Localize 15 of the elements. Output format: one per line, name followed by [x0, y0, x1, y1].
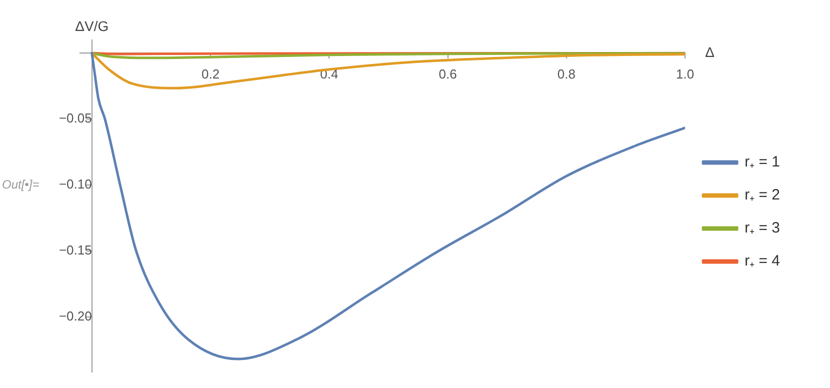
legend-label: r₊ = 3 [744, 220, 780, 237]
legend-label: r₊ = 4 [744, 252, 780, 270]
y-axis-title: ΔV/G [75, 18, 109, 34]
y-tick-label: −0.10 [58, 176, 92, 192]
y-tick-label: −0.15 [58, 242, 92, 258]
legend-label: r₊ = 1 [744, 154, 780, 171]
legend-label: r₊ = 2 [744, 186, 780, 204]
x-tick-label: 0.6 [438, 66, 457, 82]
text: Out[•]= [2, 177, 40, 192]
x-tick-label: 1.0 [676, 66, 694, 82]
y-tick-label: −0.20 [58, 308, 92, 324]
x-tick-label: 0.2 [201, 66, 220, 82]
y-tick-label: −0.05 [58, 110, 92, 126]
x-axis-title: Δ [705, 44, 714, 60]
x-tick-label: 0.8 [557, 66, 576, 82]
